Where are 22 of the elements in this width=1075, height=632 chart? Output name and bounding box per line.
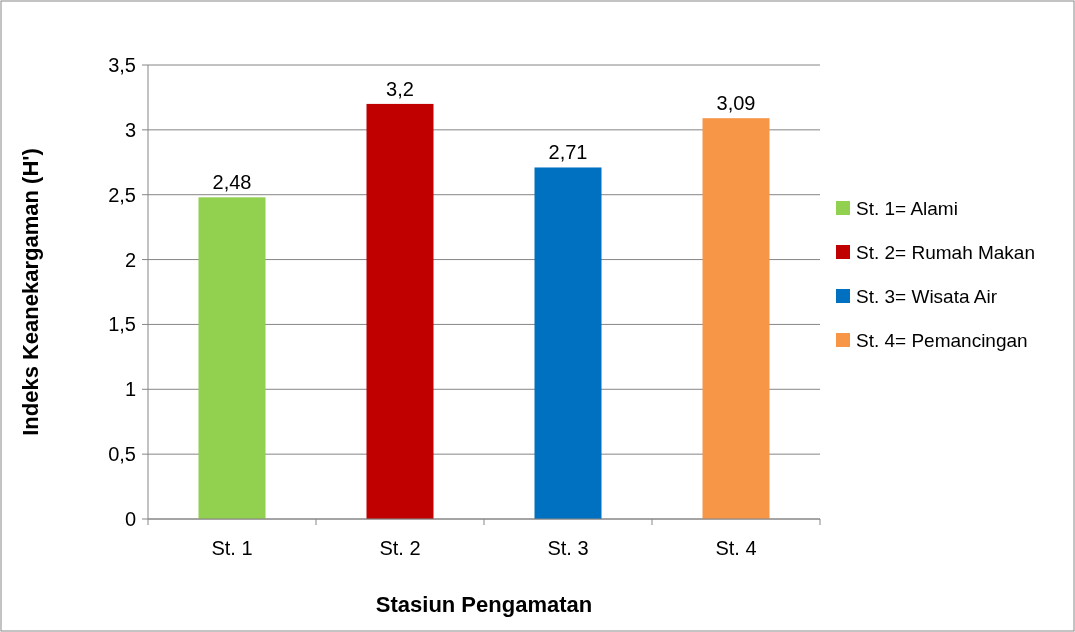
data-label: 2,71 [548, 141, 588, 164]
legend-label: St. 3= Wisata Air [856, 285, 998, 307]
data-label: 3,2 [386, 77, 414, 100]
data-label: 3,09 [716, 92, 756, 115]
y-tick-label: 1 [124, 378, 136, 401]
y-tick-label: 1,5 [108, 313, 136, 336]
y-tick-label: 2 [124, 248, 136, 271]
y-axis-title: Indeks Keanekargaman (H') [18, 148, 43, 436]
y-tick-label: 0 [124, 508, 136, 530]
x-tick-label: St. 4 [715, 537, 757, 559]
x-tick-label: St. 2 [379, 537, 421, 559]
x-tick-label: St. 3 [547, 537, 589, 559]
y-tick-label: 0,5 [108, 443, 136, 466]
data-label: 2,48 [212, 171, 252, 194]
legend-label: St. 2= Rumah Makan [856, 241, 1036, 263]
y-tick-label: 3,5 [108, 54, 136, 76]
x-tick-label: St. 1 [211, 537, 253, 559]
x-axis-title: Stasiun Pengamatan [375, 592, 593, 617]
legend-label: St. 1= Alami [856, 197, 958, 219]
y-tick-label: 3 [124, 118, 136, 141]
y-tick-label: 2,5 [108, 183, 136, 206]
legend-label: St. 4= Pemancingan [856, 329, 1028, 351]
